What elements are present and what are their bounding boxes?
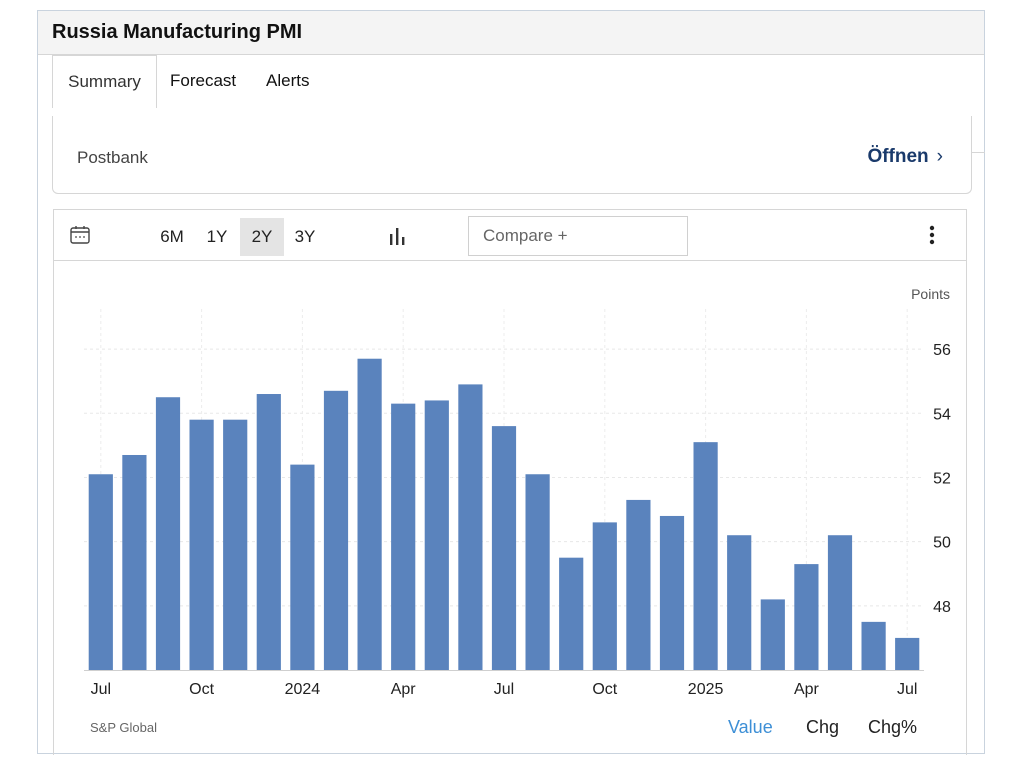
page-title: Russia Manufacturing PMI (52, 21, 303, 43)
range-2y-button[interactable]: 2Y (240, 218, 284, 256)
bar[interactable] (323, 390, 349, 670)
source-label: S&P Global (90, 720, 157, 735)
bar[interactable] (693, 442, 718, 670)
range-6m-button[interactable]: 6M (160, 227, 184, 246)
x-tick-label: Oct (189, 681, 214, 698)
ad-banner[interactable]: Postbank Öffnen › (52, 116, 972, 194)
bar[interactable] (256, 394, 281, 670)
bar-chart: Points 48 50 52 54 56 Jul Oct 2024 Apr Jul Oct 2025 A… (84, 286, 951, 698)
bar[interactable] (223, 419, 248, 670)
x-tick-label: Jul (494, 681, 514, 698)
bar[interactable] (559, 557, 584, 670)
tab-forecast[interactable]: Forecast (170, 71, 237, 90)
bar[interactable] (592, 522, 617, 670)
bar[interactable] (861, 621, 886, 670)
bar[interactable] (424, 400, 449, 670)
bar[interactable] (525, 474, 550, 670)
y-tick-label: 54 (933, 406, 951, 423)
bar[interactable] (659, 515, 685, 670)
bar[interactable] (189, 419, 214, 670)
compare-input[interactable]: Compare + (468, 216, 688, 256)
x-tick-label: Apr (391, 681, 417, 698)
kebab-menu-icon[interactable] (928, 224, 936, 246)
bar[interactable] (491, 426, 517, 670)
range-3y-button[interactable]: 3Y (294, 227, 316, 246)
title-bar: Russia Manufacturing PMI (38, 11, 984, 55)
unit-label: Points (911, 286, 950, 302)
ad-open-label: Öffnen (867, 146, 929, 167)
x-tick-label: Jul (91, 681, 111, 698)
x-tick-label: Apr (794, 681, 820, 698)
chart-toolbar: 6M 1Y 2Y 3Y Compare + (53, 209, 967, 261)
pmi-widget: Russia Manufacturing PMI Summary Forecas… (37, 10, 985, 755)
y-tick-label: 52 (933, 470, 951, 487)
x-tick-label: 2024 (285, 681, 321, 698)
bar[interactable] (794, 564, 819, 670)
bar[interactable] (458, 384, 483, 670)
bar-chart-icon[interactable] (388, 226, 408, 246)
chevron-right-icon: › (936, 146, 943, 167)
bar[interactable] (391, 403, 416, 670)
y-tick-label: 48 (933, 599, 951, 616)
bar[interactable] (122, 454, 147, 670)
range-1y-button[interactable]: 1Y (206, 227, 228, 246)
bar[interactable] (727, 535, 752, 670)
bar[interactable] (155, 397, 181, 670)
view-chg-percent-tab[interactable]: Chg% (868, 717, 918, 737)
bar[interactable] (760, 599, 785, 670)
x-tick-label: Oct (592, 681, 617, 698)
calendar-icon[interactable] (70, 226, 90, 244)
bar[interactable] (290, 464, 315, 670)
bar[interactable] (626, 499, 651, 670)
ad-label: Postbank (77, 148, 148, 167)
bar[interactable] (895, 637, 920, 670)
tab-alerts[interactable]: Alerts (266, 71, 310, 90)
tab-summary[interactable]: Summary (52, 55, 157, 108)
y-tick-label: 56 (933, 342, 951, 359)
bar[interactable] (827, 535, 853, 670)
chart-area: Points 48 50 52 54 56 Jul Oct 2024 Apr Jul Oct 2025 A… (53, 261, 967, 755)
x-tick-label: 2025 (688, 681, 724, 698)
x-tick-label: Jul (897, 681, 917, 698)
view-value-tab[interactable]: Value (728, 717, 773, 737)
ad-open-link[interactable]: Öffnen › (867, 146, 943, 168)
view-chg-tab[interactable]: Chg (806, 717, 840, 737)
bar[interactable] (357, 358, 382, 670)
bar[interactable] (88, 474, 113, 670)
y-tick-label: 50 (933, 535, 951, 552)
tab-bar: Summary Forecast Alerts (38, 55, 985, 153)
